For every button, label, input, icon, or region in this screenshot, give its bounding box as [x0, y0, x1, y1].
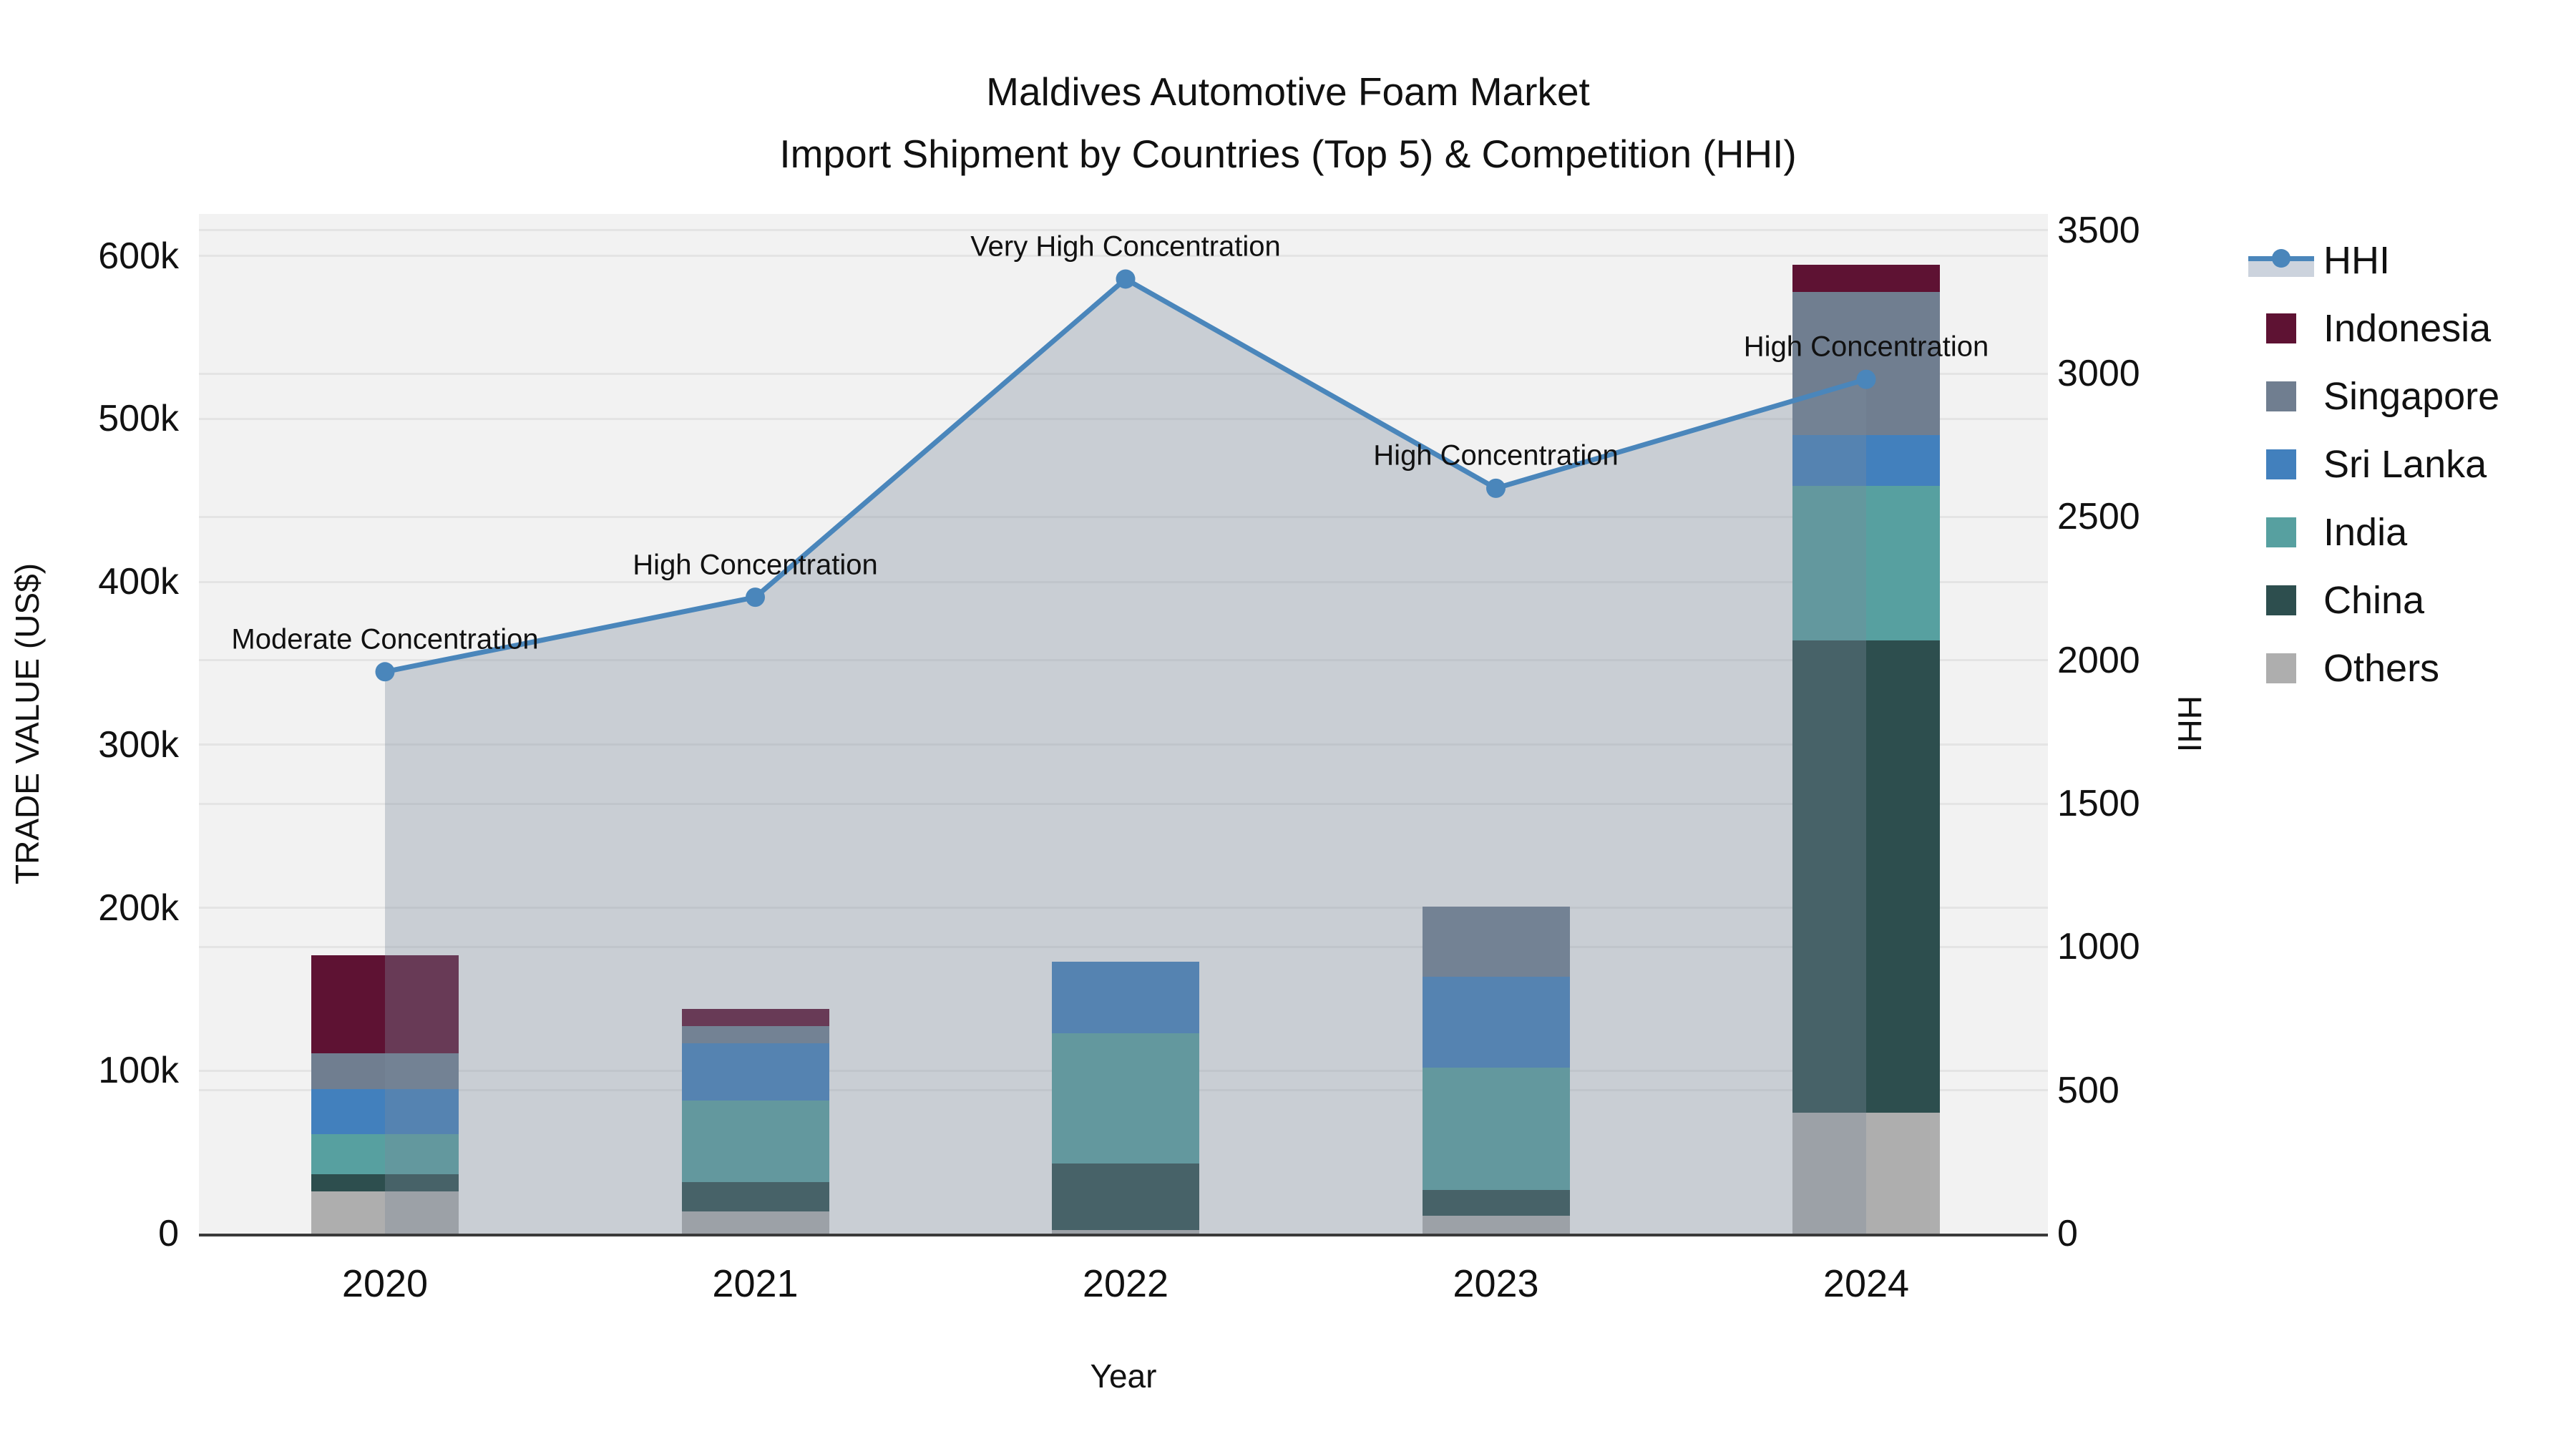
- bar-segment-india-2020: [311, 1134, 459, 1174]
- plot-area: [199, 214, 2048, 1234]
- x-tick-2022: 2022: [1082, 1262, 1169, 1305]
- gridline: [199, 907, 2048, 909]
- gridline: [199, 945, 2048, 948]
- bar-segment-sri-lanka-2024: [1792, 435, 1940, 486]
- right-tick-1500: 1500: [2057, 783, 2140, 825]
- bar-segment-others-2023: [1422, 1215, 1570, 1234]
- left-tick-600k: 600k: [98, 235, 179, 277]
- right-tick-2500: 2500: [2057, 496, 2140, 538]
- hhi-marker-2022: [1116, 269, 1136, 289]
- right-tick-1000: 1000: [2057, 926, 2140, 968]
- bar-segment-sri-lanka-2020: [311, 1089, 459, 1135]
- legend-label: India: [2323, 510, 2408, 554]
- x-axis-title: Year: [1090, 1357, 1157, 1395]
- bar-segment-others-2021: [681, 1211, 829, 1234]
- x-tick-2020: 2020: [341, 1262, 429, 1305]
- legend-item-india[interactable]: India: [2248, 498, 2499, 566]
- bar-segment-others-2022: [1052, 1230, 1199, 1234]
- bar-segment-sri-lanka-2023: [1422, 977, 1570, 1068]
- legend-swatch-icon: [2248, 653, 2314, 683]
- left-tick-500k: 500k: [98, 398, 179, 440]
- bar-segment-china-2022: [1052, 1163, 1199, 1231]
- annotation-2022: Very High Concentration: [970, 230, 1281, 263]
- bar-segment-sri-lanka-2022: [1052, 961, 1199, 1033]
- bar-segment-india-2023: [1422, 1067, 1570, 1190]
- gridline: [199, 802, 2048, 805]
- bar-segment-sri-lanka-2021: [681, 1043, 829, 1101]
- left-tick-100k: 100k: [98, 1050, 179, 1092]
- gridline: [199, 229, 2048, 232]
- hhi-marker-2021: [746, 587, 765, 608]
- bar-segment-singapore-2020: [311, 1053, 459, 1090]
- right-tick-2000: 2000: [2057, 639, 2140, 681]
- annotation-2024: High Concentration: [1743, 331, 1989, 363]
- gridline: [199, 417, 2048, 420]
- hhi-line-layer: [375, 269, 1876, 1234]
- hhi-area-fill: [385, 278, 1866, 1234]
- x-tick-2021: 2021: [712, 1262, 799, 1305]
- bar-segment-singapore-2024: [1792, 291, 1940, 436]
- bar-segment-singapore-2021: [681, 1025, 829, 1043]
- right-tick-500: 500: [2057, 1069, 2119, 1111]
- bar-segment-india-2021: [681, 1101, 829, 1183]
- gridline: [199, 372, 2048, 375]
- left-tick-200k: 200k: [98, 887, 179, 929]
- bar-segment-singapore-2023: [1422, 907, 1570, 977]
- x-axis-line: [199, 1234, 2048, 1236]
- chart-title-line2: Import Shipment by Countries (Top 5) & C…: [779, 132, 1797, 176]
- legend-item-indonesia[interactable]: Indonesia: [2248, 294, 2499, 362]
- legend-swatch-icon: [2248, 449, 2314, 479]
- legend-swatch-icon: [2248, 381, 2314, 411]
- right-tick-3500: 3500: [2057, 209, 2140, 251]
- annotation-2021: High Concentration: [633, 549, 878, 581]
- annotation-2023: High Concentration: [1373, 439, 1619, 472]
- legend-item-others[interactable]: Others: [2248, 634, 2499, 702]
- bar-segment-indonesia-2021: [681, 1008, 829, 1026]
- right-axis-title: HHI: [2171, 695, 2208, 753]
- legend-swatch-icon: [2248, 517, 2314, 547]
- bar-segment-others-2020: [311, 1191, 459, 1234]
- legend-label: Singapore: [2323, 374, 2500, 418]
- x-tick-2024: 2024: [1823, 1262, 1910, 1305]
- legend-swatch-icon: [2248, 585, 2314, 615]
- bar-segment-china-2024: [1792, 640, 1940, 1113]
- legend-item-china[interactable]: China: [2248, 566, 2499, 634]
- legend: HHI Indonesia Singapore Sri Lanka India China…: [2248, 226, 2499, 702]
- left-tick-400k: 400k: [98, 561, 179, 603]
- legend-label: HHI: [2323, 238, 2390, 282]
- hhi-line-swatch-icon: [2248, 245, 2314, 277]
- right-tick-0: 0: [2057, 1213, 2078, 1254]
- legend-swatch-icon: [2248, 313, 2314, 343]
- chart-title-line1: Maldives Automotive Foam Market: [986, 69, 1590, 114]
- gridline: [199, 255, 2048, 258]
- bar-segment-indonesia-2024: [1792, 265, 1940, 292]
- legend-label: Indonesia: [2323, 306, 2492, 350]
- bar-segment-china-2023: [1422, 1189, 1570, 1216]
- right-tick-3000: 3000: [2057, 353, 2140, 395]
- bar-segment-china-2020: [311, 1174, 459, 1191]
- left-tick-0: 0: [158, 1213, 179, 1254]
- legend-label: China: [2323, 578, 2425, 622]
- legend-label: Others: [2323, 646, 2440, 690]
- left-tick-300k: 300k: [98, 723, 179, 766]
- legend-item-hhi[interactable]: HHI: [2248, 226, 2499, 294]
- legend-item-sri-lanka[interactable]: Sri Lanka: [2248, 430, 2499, 498]
- gridline: [199, 743, 2048, 746]
- gridline: [199, 515, 2048, 518]
- bar-segment-indonesia-2020: [311, 955, 459, 1054]
- gridline: [199, 659, 2048, 662]
- hhi-marker-2020: [375, 662, 395, 682]
- bar-segment-india-2022: [1052, 1033, 1199, 1164]
- gridline: [199, 580, 2048, 583]
- hhi-marker-2023: [1486, 478, 1506, 498]
- bar-segment-china-2021: [681, 1182, 829, 1212]
- bar-segment-india-2024: [1792, 485, 1940, 641]
- bar-segment-others-2024: [1792, 1113, 1940, 1234]
- legend-item-singapore[interactable]: Singapore: [2248, 362, 2499, 430]
- annotation-2020: Moderate Concentration: [231, 623, 539, 655]
- legend-label: Sri Lanka: [2323, 442, 2487, 486]
- x-tick-2023: 2023: [1453, 1262, 1539, 1305]
- hhi-marker-2024: [1856, 369, 1876, 389]
